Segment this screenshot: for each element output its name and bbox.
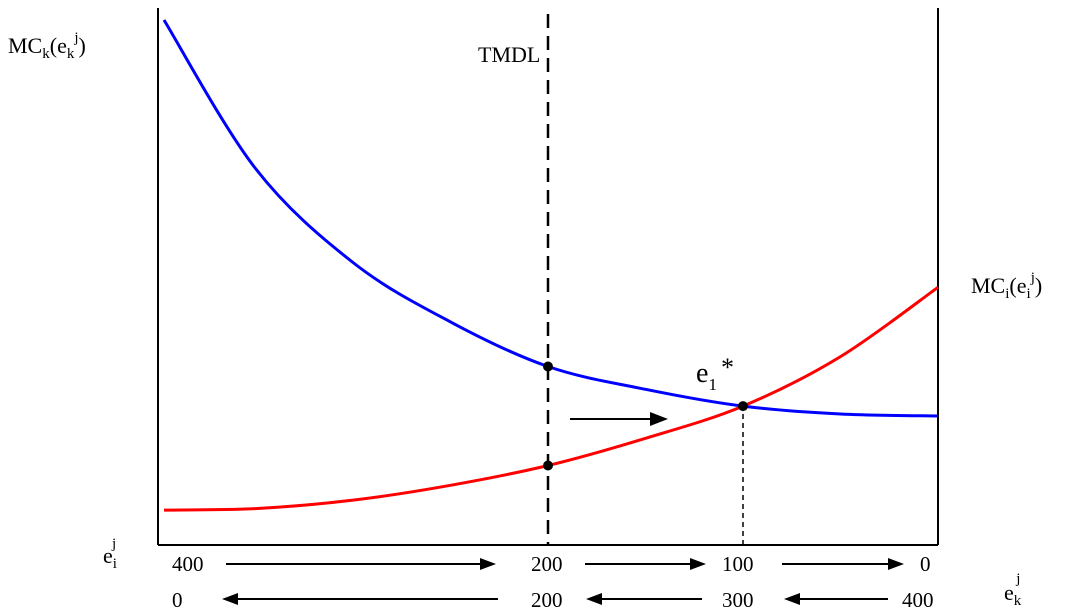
tmdl-label: TMDL	[478, 42, 540, 67]
x-tick-top-label: 400	[172, 552, 204, 576]
x-tick-top-label: 0	[920, 552, 931, 576]
x-top-scale-label: eij	[103, 536, 117, 572]
x-top-direction-arrows	[226, 558, 904, 570]
x-ticks-bottom: 0 200 300 400	[172, 588, 934, 612]
left-y-label: MCk(ekj)	[8, 30, 86, 62]
mck-curve	[162, 19, 939, 418]
marked-point	[543, 361, 553, 372]
marked-points	[543, 361, 748, 471]
x-tick-bottom-label: 400	[902, 588, 934, 612]
marked-point	[738, 401, 748, 412]
x-tick-top-label: 100	[722, 552, 754, 576]
mci-curve	[163, 286, 939, 512]
x-tick-bottom-label: 0	[172, 588, 183, 612]
x-tick-top-label: 200	[531, 552, 563, 576]
right-y-label: MCi(eij)	[971, 270, 1042, 302]
marked-point	[543, 460, 553, 471]
x-bottom-scale-label: ekj	[1004, 571, 1022, 609]
x-tick-bottom-label: 200	[531, 588, 563, 612]
shift-arrow	[570, 412, 668, 426]
x-bottom-direction-arrows	[222, 593, 888, 605]
equilibrium-label: e1*	[696, 353, 734, 394]
x-tick-bottom-label: 300	[722, 588, 754, 612]
x-ticks-top: 400 200 100 0	[172, 552, 931, 576]
